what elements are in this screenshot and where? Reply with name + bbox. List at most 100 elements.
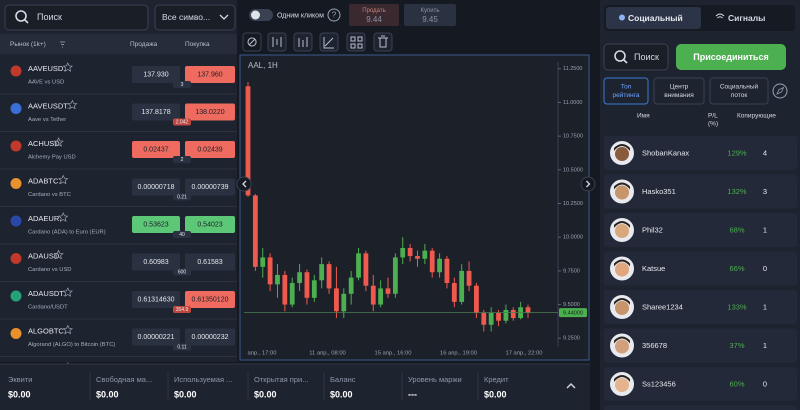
candle-body	[451, 283, 457, 302]
candle-body	[282, 274, 288, 305]
y-tick-label: 10.2500	[563, 201, 583, 207]
buy-button[interactable]	[185, 216, 235, 233]
buy-button[interactable]	[185, 291, 235, 308]
search-box[interactable]	[4, 4, 149, 31]
spread: 600	[178, 270, 187, 276]
filter-tab-label: Центр	[670, 84, 689, 91]
trader-row[interactable]	[604, 290, 797, 324]
buy-label: Купить	[421, 8, 440, 14]
favorite-star[interactable]	[53, 249, 64, 260]
tab: Социальный	[628, 13, 683, 23]
chart-title: AAL, 1H	[248, 61, 278, 70]
buy-quick-button[interactable]	[404, 4, 456, 26]
trader-pl: 133%	[727, 302, 747, 311]
trader-row[interactable]	[604, 328, 797, 363]
candle-body	[466, 270, 472, 286]
expand-arrow[interactable]	[566, 383, 576, 389]
avatar-hair	[614, 375, 630, 382]
trader-copiers: 0	[763, 264, 767, 273]
buy-button[interactable]	[185, 253, 235, 271]
sell-label: Продать	[362, 8, 385, 14]
market-description: Cardano/USDT	[28, 305, 68, 311]
account-value: $0.00	[96, 389, 119, 399]
y-tick-label: 9.5000	[563, 302, 580, 308]
avatar-hair	[614, 221, 630, 228]
favorite-star[interactable]	[62, 324, 73, 335]
favorite-star[interactable]	[53, 137, 64, 147]
sell-button[interactable]	[132, 178, 180, 196]
favorite-star[interactable]	[58, 212, 69, 222]
chart-tool-button[interactable]	[242, 32, 262, 52]
sell-price: 0.02437	[143, 147, 168, 154]
trader-row[interactable]	[604, 136, 797, 170]
account-value: $0.00	[254, 389, 277, 399]
chart-tool-icon	[272, 37, 282, 47]
buy-price: 0.61350120	[192, 297, 229, 304]
filter-tab[interactable]	[603, 77, 649, 105]
filter-dropdown[interactable]	[154, 4, 236, 31]
favorite-star[interactable]	[67, 99, 78, 110]
trader-row[interactable]	[604, 367, 797, 401]
sell-button[interactable]	[132, 291, 180, 308]
sell-price: 0.61314630	[138, 297, 175, 304]
account-value: $0.00	[8, 389, 31, 399]
candle-body	[503, 309, 509, 321]
buy-price: 9.45	[422, 15, 438, 24]
trader-name: Sharee1234	[642, 302, 683, 311]
sell-price: 137.8178	[141, 109, 170, 116]
sell-button[interactable]	[132, 216, 180, 233]
column-header: (%)	[708, 121, 718, 128]
market-icon	[10, 103, 22, 114]
avatar-face	[615, 262, 629, 277]
help-icon[interactable]	[327, 8, 341, 22]
filter-tab[interactable]	[653, 77, 705, 105]
column-header: Продажа	[130, 41, 158, 48]
column-header: Рынок (1k+)	[10, 41, 46, 48]
sell-button[interactable]	[132, 328, 180, 346]
sell-button[interactable]	[132, 141, 180, 158]
candle-body	[415, 256, 420, 259]
account-label: Используемая ...	[174, 375, 232, 384]
join-button[interactable]	[676, 44, 786, 70]
candle-body	[311, 280, 317, 298]
trader-row[interactable]	[604, 251, 797, 286]
buy-button[interactable]	[185, 328, 235, 346]
trader-pl: 68%	[729, 225, 744, 234]
sell-button[interactable]	[132, 253, 180, 271]
candle-body	[319, 264, 325, 281]
spread-tag	[173, 343, 191, 351]
trader-copiers: 1	[763, 302, 767, 311]
trader-pl: 37%	[729, 341, 744, 350]
buy-button[interactable]	[185, 141, 235, 158]
buy-button[interactable]	[185, 66, 235, 83]
market-description: Algorand (ALGO) to Bitcoin (BTC)	[28, 342, 115, 348]
chart-nav-arrow	[242, 180, 247, 188]
sell-button[interactable]	[132, 103, 180, 121]
filter-tab-label: поток	[731, 92, 748, 99]
trader-row[interactable]	[604, 213, 797, 247]
spread: 2.042	[176, 120, 189, 126]
sell-button[interactable]	[132, 66, 180, 83]
favorite-star[interactable]	[58, 174, 69, 185]
sell-quick-button[interactable]	[349, 4, 399, 26]
y-tick-label: 9.2500	[563, 336, 580, 342]
candle-body	[488, 312, 494, 325]
search-icon	[614, 50, 626, 62]
avatar-hair	[614, 298, 630, 305]
candle-body	[341, 293, 347, 312]
filter-tab-label: Социальный	[720, 83, 759, 91]
favorite-star[interactable]	[62, 287, 73, 297]
favorite-star[interactable]	[62, 62, 73, 72]
tab-active[interactable]	[606, 7, 701, 29]
compass-button[interactable]	[772, 83, 788, 99]
buy-button[interactable]	[185, 178, 235, 196]
account-bar	[0, 364, 590, 410]
one-click-label: Одним кликом	[277, 12, 324, 19]
chart-nav-button[interactable]	[236, 176, 252, 192]
buy-button[interactable]	[185, 103, 235, 121]
trader-row[interactable]	[604, 174, 797, 209]
filter-tab[interactable]	[709, 77, 769, 105]
spread-tag	[173, 306, 191, 313]
chart-nav-button[interactable]	[580, 176, 596, 192]
